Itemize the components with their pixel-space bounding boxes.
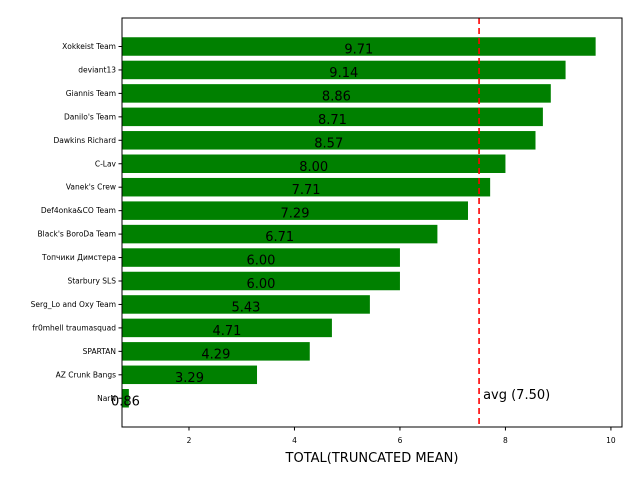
y-tick-label: SPARTAN [83,347,116,356]
bar [122,318,332,338]
average-label: avg (7.50) [483,388,550,403]
bar [122,177,491,197]
bar-value-label: 8.71 [318,113,347,128]
bar [122,37,596,56]
bar-value-label: 9.14 [329,66,358,81]
y-tick-label: fr0mhell traumasquad [32,323,116,332]
y-tick-label: Dawkins Richard [54,136,117,145]
y-tick-labels: Xokkeist Team deviant13 Giannis Team Danilo… [31,42,122,403]
bar [122,201,468,220]
bar-value-label: 4.29 [201,347,230,362]
y-tick-label: AZ Crunk Bangs [56,370,116,379]
axes-frame [121,17,623,428]
y-tick-label: Giannis Team [66,89,116,98]
value-labels: 9.71 9.14 8.86 8.71 8.57 8.00 7.71 7.29 6.71 6.00… [111,43,373,410]
x-tick-label: 2 [187,436,192,445]
bar [122,342,310,361]
bar [122,271,400,291]
x-tick-label: 8 [503,436,508,445]
bar [122,389,129,408]
bar-value-label: 6.00 [247,254,276,269]
x-axis-label: TOTAL(TRUNCATED MEAN) [285,451,459,466]
bar-value-label: 5.43 [231,300,260,315]
x-tick-label: 10 [606,436,616,445]
bar [122,248,400,267]
bar-value-label: 7.29 [281,207,310,222]
bar [122,365,258,385]
y-tick-label: Xokkeist Team [62,42,116,51]
bar-value-label: 3.29 [175,371,204,386]
y-tick-label: Black's BoroDa Team [38,230,116,239]
bars [122,37,596,408]
bar-value-label: 6.71 [265,230,294,245]
bar [122,107,543,127]
bar [122,131,536,150]
y-tick-label: Serg_Lo and Oxy Team [31,300,116,309]
bar [122,295,370,314]
y-tick-label: Starbury SLS [67,277,116,286]
y-tick-label: deviant13 [78,65,116,74]
y-tick-label: C-Lav [95,159,117,168]
bar-value-label: 0.86 [111,394,140,409]
bar-value-label: 4.71 [212,324,241,339]
bar-value-label: 9.71 [344,43,373,58]
bar [122,154,506,173]
y-tick-label: Топчики Димстера [41,253,116,262]
bar-value-label: 8.00 [299,160,328,175]
bar-value-label: 6.00 [247,277,276,292]
y-tick-label: Def4onka&CO Team [41,206,116,215]
y-tick-label: Vanek's Crew [66,183,116,192]
bar-value-label: 8.57 [314,136,343,151]
y-tick-label: Danilo's Team [64,112,116,121]
x-tick-label: 4 [292,436,297,445]
bar [122,60,566,80]
bar-value-label: 8.86 [322,89,351,104]
bar-value-label: 7.71 [292,183,321,198]
y-tick-label: NarN [97,394,116,403]
x-tick-label: 6 [398,436,403,445]
x-ticks: 2 4 6 8 10 [187,427,616,445]
bar [122,84,551,103]
bar [122,224,438,244]
